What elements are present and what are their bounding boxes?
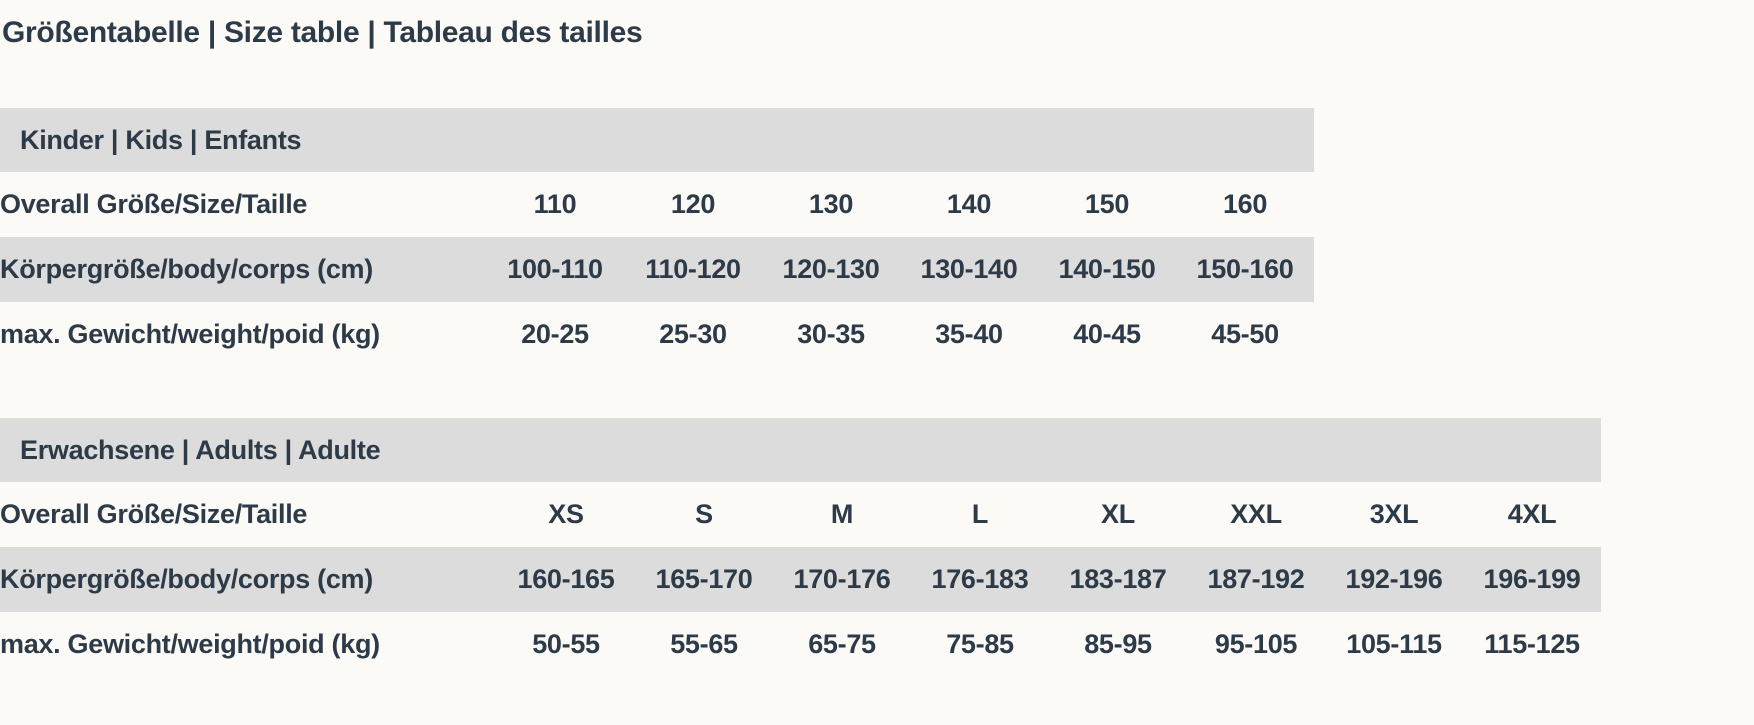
size-value: 35-40 <box>935 319 1003 349</box>
size-table-adults: Erwachsene | Adults | Adulte Overall Grö… <box>0 418 1602 677</box>
size-value: 150 <box>1084 189 1130 219</box>
size-value: 75-85 <box>946 629 1014 659</box>
row-label-overall-size: Overall Größe/Size/Taille <box>0 499 308 529</box>
size-value: 130 <box>808 189 854 219</box>
page-title: Größentabelle | Size table | Tableau des… <box>2 16 643 49</box>
size-value: 160-165 <box>497 547 635 612</box>
size-value: 85-95 <box>1084 629 1152 659</box>
size-value: 196-199 <box>1463 547 1602 612</box>
size-value: 130-140 <box>900 237 1038 302</box>
size-value: 187-192 <box>1187 547 1325 612</box>
size-value: 120 <box>670 189 716 219</box>
size-value: 25-30 <box>659 319 727 349</box>
adults-section-header: Erwachsene | Adults | Adulte <box>0 418 1602 482</box>
size-value: 65-75 <box>808 629 876 659</box>
size-value: XXL <box>1230 499 1282 529</box>
size-value: 30-35 <box>797 319 865 349</box>
size-value: 140 <box>946 189 992 219</box>
kids-section-header-row: Kinder | Kids | Enfants <box>0 108 1315 172</box>
adults-section-header-row: Erwachsene | Adults | Adulte <box>0 418 1602 482</box>
size-value: 170-176 <box>773 547 911 612</box>
size-value: 150-160 <box>1176 237 1315 302</box>
kids-section-header: Kinder | Kids | Enfants <box>0 108 1315 172</box>
size-value: L <box>971 499 989 529</box>
size-value: 40-45 <box>1073 319 1141 349</box>
row-label-overall-size: Overall Größe/Size/Taille <box>0 189 308 219</box>
table-row: Körpergröße/body/corps (cm) 100-110 110-… <box>0 237 1315 302</box>
row-label-body-height: Körpergröße/body/corps (cm) <box>0 547 497 612</box>
size-value: 55-65 <box>670 629 738 659</box>
size-value: 45-50 <box>1211 319 1279 349</box>
size-value: M <box>830 499 854 529</box>
size-value: 100-110 <box>486 237 624 302</box>
size-value: 110-120 <box>624 237 762 302</box>
size-value: XS <box>548 499 584 529</box>
table-row: Körpergröße/body/corps (cm) 160-165 165-… <box>0 547 1602 612</box>
size-value: 160 <box>1222 189 1268 219</box>
row-label-max-weight: max. Gewicht/weight/poid (kg) <box>0 319 380 349</box>
table-row: max. Gewicht/weight/poid (kg) 50-55 55-6… <box>0 612 1601 677</box>
size-value: 165-170 <box>635 547 773 612</box>
size-value: 20-25 <box>521 319 589 349</box>
size-value: XL <box>1101 499 1135 529</box>
size-value: 120-130 <box>762 237 900 302</box>
size-value: 110 <box>533 189 577 219</box>
size-value: 50-55 <box>532 629 600 659</box>
table-row: Overall Größe/Size/Taille 110 120 130 14… <box>0 172 1314 237</box>
size-value: S <box>695 499 713 529</box>
size-value: 183-187 <box>1049 547 1187 612</box>
size-value: 3XL <box>1369 499 1419 529</box>
size-value: 140-150 <box>1038 237 1176 302</box>
size-value: 176-183 <box>911 547 1049 612</box>
size-value: 192-196 <box>1325 547 1463 612</box>
size-value: 115-125 <box>1484 629 1580 659</box>
size-table-kids: Kinder | Kids | Enfants Overall Größe/Si… <box>0 108 1315 367</box>
table-row: max. Gewicht/weight/poid (kg) 20-25 25-3… <box>0 302 1314 367</box>
row-label-body-height: Körpergröße/body/corps (cm) <box>0 237 486 302</box>
size-value: 4XL <box>1507 499 1557 529</box>
table-row: Overall Größe/Size/Taille XS S M L XL XX… <box>0 482 1601 547</box>
size-value: 95-105 <box>1214 629 1298 659</box>
size-value: 105-115 <box>1346 629 1442 659</box>
row-label-max-weight: max. Gewicht/weight/poid (kg) <box>0 629 380 659</box>
